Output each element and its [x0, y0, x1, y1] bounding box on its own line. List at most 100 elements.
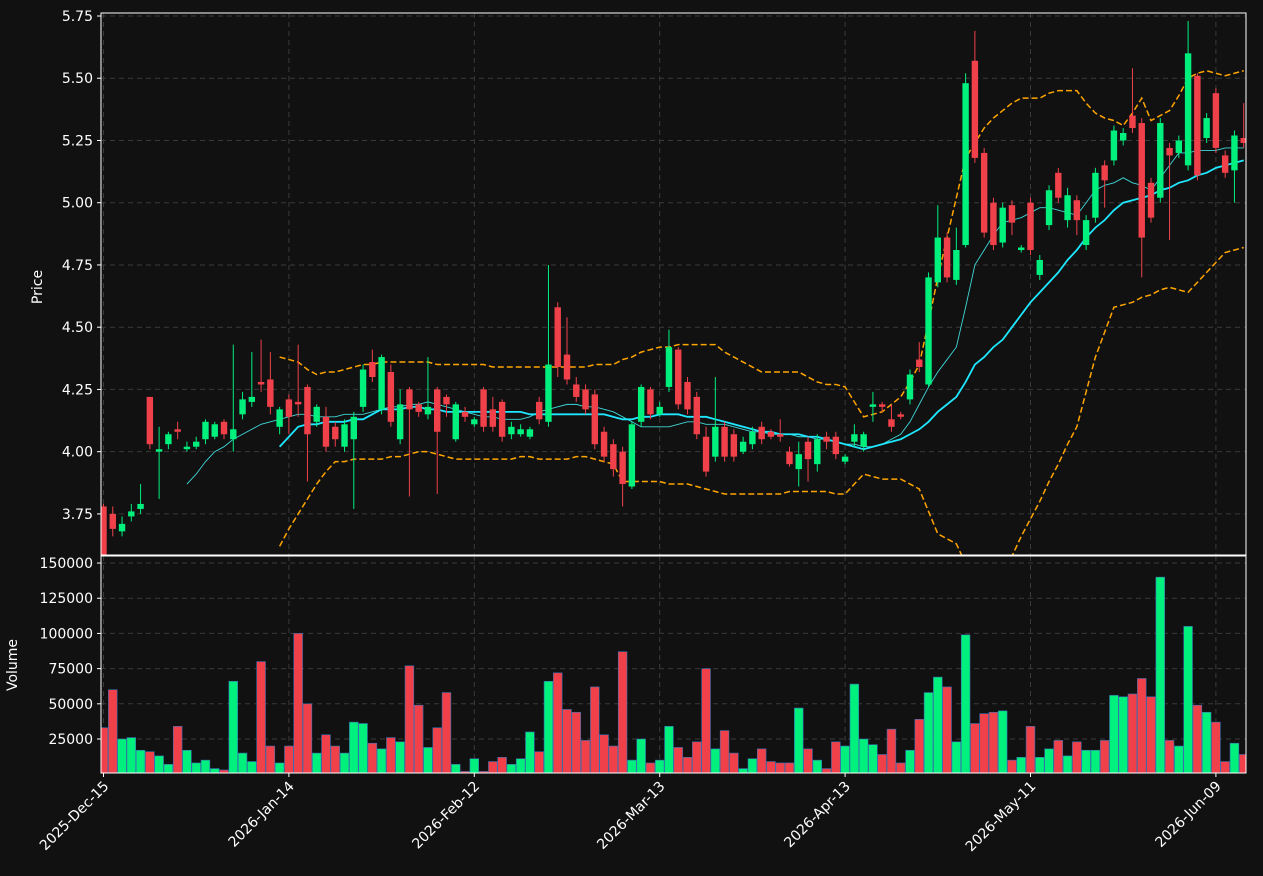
volume-bar [1220, 761, 1230, 773]
candle-body [174, 429, 181, 432]
volume-bar [182, 749, 192, 773]
candle-body [1120, 133, 1127, 141]
candle-body [387, 372, 395, 422]
volume-bar [525, 731, 535, 773]
candle-body [832, 436, 840, 455]
candle-body [183, 446, 191, 450]
volume-bar [404, 665, 415, 773]
volume-bar [942, 686, 952, 773]
candle-body [878, 404, 886, 407]
volume-bar [1118, 696, 1128, 773]
candle-body [628, 424, 636, 487]
grid [101, 13, 1246, 773]
candle-body [239, 399, 246, 415]
candle-body [1027, 202, 1034, 251]
volume-bar [738, 768, 748, 773]
volume-bar [330, 745, 340, 773]
volume-bar [1090, 749, 1101, 773]
candle-body [712, 426, 719, 457]
volume-tick-label: 125000 [40, 591, 93, 607]
volume-bar [1016, 757, 1026, 773]
volume-bar [1127, 693, 1138, 773]
candle-body [777, 434, 784, 437]
candle-body [294, 401, 302, 405]
candle-body [109, 513, 116, 529]
volume-bar [923, 692, 934, 773]
volume-tick-label: 100000 [40, 626, 93, 642]
candle-body [665, 347, 673, 387]
volume-bar [979, 713, 989, 773]
volume-bar [645, 762, 656, 773]
candle-body [165, 434, 172, 445]
candle-body [656, 406, 663, 415]
volume-bar [376, 748, 387, 773]
volume-bar [228, 680, 238, 773]
candle-body [1221, 155, 1229, 173]
candle-body [869, 404, 877, 407]
volume-tick-label: 150000 [40, 556, 93, 572]
volume-bar [729, 752, 739, 773]
volume-bar [349, 721, 359, 773]
candle-body [1101, 165, 1108, 181]
volume-bar [673, 747, 683, 773]
volume-bar [497, 757, 507, 773]
candle-body [721, 426, 728, 457]
candle-body [888, 419, 895, 427]
y-tick-label: 3.75 [62, 507, 93, 523]
volume-bar [1035, 757, 1045, 773]
candle-body [1231, 135, 1238, 171]
volume-bar [784, 762, 795, 773]
volume-bar [608, 745, 619, 773]
volume-bar [682, 757, 693, 773]
candle-body [1092, 172, 1099, 218]
volume-bar [534, 751, 544, 773]
candle-body [943, 237, 951, 278]
volume-bar [247, 761, 257, 773]
volume-axis-label: Volume [5, 639, 21, 691]
candle-body [749, 431, 756, 445]
volume-bar [1007, 759, 1017, 773]
candle-body [498, 401, 506, 437]
candle-body [916, 359, 923, 368]
volume-bar [163, 764, 174, 773]
volume-bar [191, 762, 201, 773]
volume-bar [988, 711, 999, 773]
candle-body [1129, 115, 1136, 129]
volume-bar [367, 742, 378, 773]
volume-bar [1183, 626, 1193, 773]
volume-bar [951, 741, 962, 773]
candle-body [118, 523, 126, 532]
candle-body [971, 60, 979, 158]
candle-body [1018, 247, 1025, 251]
candle-body [823, 436, 830, 442]
price-frame [100, 12, 1247, 556]
volume-bar [1229, 742, 1240, 773]
volume-bar [766, 761, 776, 773]
volume-bar [200, 759, 211, 773]
candle-body [1036, 259, 1043, 275]
candle-body [1147, 182, 1155, 218]
candle-body [424, 406, 432, 415]
candle-body [647, 389, 654, 415]
candle-body [684, 381, 691, 410]
volume-bar [775, 762, 785, 773]
volume-bar [997, 710, 1008, 773]
volume-bar [1164, 740, 1175, 773]
candle-body [990, 202, 997, 246]
candle-body [369, 362, 376, 377]
volume-bar [553, 672, 563, 773]
volume-bar [914, 718, 924, 773]
volume-bar [145, 751, 155, 773]
candle-body [434, 389, 441, 432]
candle-body [406, 389, 413, 410]
candle-body [582, 389, 589, 410]
candle-body [953, 250, 960, 280]
candle-body [332, 426, 339, 440]
volume-bar [423, 747, 433, 773]
volume-bar [488, 761, 498, 773]
volume-bar [339, 752, 350, 773]
volume-bar [101, 727, 109, 773]
candle-body [341, 424, 348, 447]
